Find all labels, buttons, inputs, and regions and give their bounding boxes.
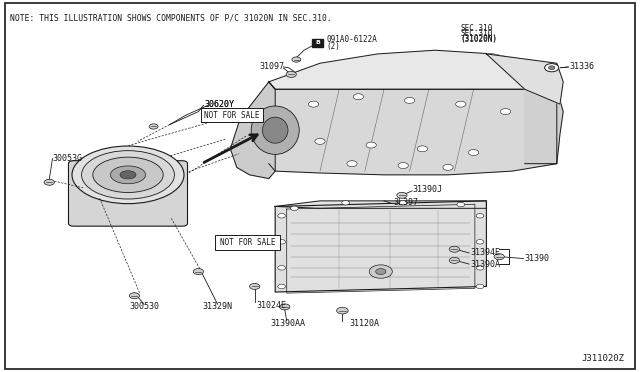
Ellipse shape xyxy=(93,157,163,193)
Text: 31329N: 31329N xyxy=(203,302,232,311)
Text: 3L397: 3L397 xyxy=(394,198,419,207)
Text: 30053G: 30053G xyxy=(52,154,83,163)
Circle shape xyxy=(449,257,460,263)
Text: 31024E: 31024E xyxy=(256,301,286,310)
Circle shape xyxy=(366,142,376,148)
Ellipse shape xyxy=(111,166,146,184)
Text: 31097: 31097 xyxy=(260,62,285,71)
Circle shape xyxy=(291,206,298,211)
Circle shape xyxy=(376,269,386,275)
Text: NOT FOR SALE: NOT FOR SALE xyxy=(220,238,275,247)
Polygon shape xyxy=(230,82,275,179)
Circle shape xyxy=(44,179,54,185)
Text: (31020N): (31020N) xyxy=(461,35,498,44)
Text: SEC.310: SEC.310 xyxy=(461,29,493,38)
Polygon shape xyxy=(269,82,557,175)
Circle shape xyxy=(129,293,140,299)
Circle shape xyxy=(443,164,453,170)
Ellipse shape xyxy=(262,117,288,143)
Text: SEC.310
(31020N): SEC.310 (31020N) xyxy=(461,24,498,43)
Circle shape xyxy=(397,192,407,198)
Circle shape xyxy=(193,269,204,275)
FancyBboxPatch shape xyxy=(201,108,263,122)
Text: 31394E: 31394E xyxy=(470,248,500,257)
Text: 300530: 300530 xyxy=(129,302,159,311)
Circle shape xyxy=(347,161,357,167)
Text: B: B xyxy=(316,40,320,45)
Text: J311020Z: J311020Z xyxy=(581,354,624,363)
Circle shape xyxy=(337,307,348,314)
Ellipse shape xyxy=(545,64,559,72)
Circle shape xyxy=(476,214,484,218)
Circle shape xyxy=(308,101,319,107)
Circle shape xyxy=(278,214,285,218)
Text: 31390: 31390 xyxy=(525,254,550,263)
Circle shape xyxy=(250,283,260,289)
Circle shape xyxy=(417,146,428,152)
Polygon shape xyxy=(275,201,486,292)
Circle shape xyxy=(404,97,415,103)
Circle shape xyxy=(315,138,325,144)
Text: 31390A: 31390A xyxy=(470,260,500,269)
Circle shape xyxy=(494,254,504,260)
Text: 091A0-6122A: 091A0-6122A xyxy=(326,35,377,44)
FancyBboxPatch shape xyxy=(68,161,188,226)
Text: 31390AA: 31390AA xyxy=(271,319,305,328)
Circle shape xyxy=(280,304,290,310)
Ellipse shape xyxy=(120,171,136,179)
Text: 30620Y: 30620Y xyxy=(205,100,235,109)
Circle shape xyxy=(353,94,364,100)
Text: 30620Y: 30620Y xyxy=(205,100,235,109)
Circle shape xyxy=(476,266,484,270)
Circle shape xyxy=(449,246,460,252)
Text: (2): (2) xyxy=(326,42,340,51)
Bar xyxy=(312,39,323,46)
Polygon shape xyxy=(275,201,486,208)
Polygon shape xyxy=(525,89,563,164)
Text: NOTE: THIS ILLUSTRATION SHOWS COMPONENTS OF P/C 31020N IN SEC.310.: NOTE: THIS ILLUSTRATION SHOWS COMPONENTS… xyxy=(10,13,332,22)
Ellipse shape xyxy=(82,151,174,199)
Text: NOT FOR SALE: NOT FOR SALE xyxy=(204,111,260,120)
Circle shape xyxy=(468,150,479,155)
Circle shape xyxy=(398,163,408,169)
Circle shape xyxy=(476,284,484,289)
Circle shape xyxy=(278,266,285,270)
Text: 31390J: 31390J xyxy=(413,185,443,194)
Ellipse shape xyxy=(72,146,184,204)
Circle shape xyxy=(292,57,301,62)
Circle shape xyxy=(342,201,349,205)
Circle shape xyxy=(399,201,407,205)
Circle shape xyxy=(149,124,158,129)
Ellipse shape xyxy=(548,66,555,70)
Circle shape xyxy=(457,202,465,207)
Circle shape xyxy=(286,71,296,77)
Ellipse shape xyxy=(251,106,300,154)
Circle shape xyxy=(278,240,285,244)
Polygon shape xyxy=(269,50,557,89)
Polygon shape xyxy=(486,54,563,104)
Circle shape xyxy=(500,109,511,115)
Text: 31120A: 31120A xyxy=(350,319,380,328)
Circle shape xyxy=(476,240,484,244)
Circle shape xyxy=(278,284,285,289)
FancyBboxPatch shape xyxy=(215,235,280,250)
Circle shape xyxy=(369,265,392,278)
Circle shape xyxy=(456,101,466,107)
Text: 31336: 31336 xyxy=(570,62,595,71)
